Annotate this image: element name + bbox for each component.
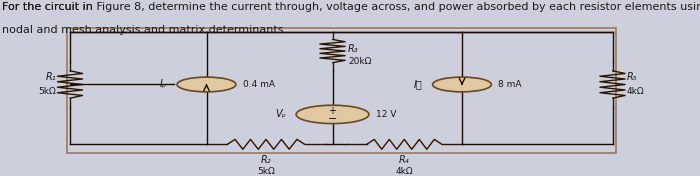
Text: +: +	[328, 106, 337, 116]
Text: Iᵱ: Iᵱ	[413, 80, 422, 89]
Text: 0.4 mA: 0.4 mA	[243, 80, 275, 89]
Text: For the circuit in: For the circuit in	[2, 2, 97, 12]
Circle shape	[433, 77, 491, 92]
Text: 5kΩ: 5kΩ	[257, 167, 275, 176]
Text: Iₚ: Iₚ	[160, 80, 167, 89]
Text: 4kΩ: 4kΩ	[395, 167, 413, 176]
Text: R₁: R₁	[46, 73, 56, 82]
Text: −: −	[328, 114, 337, 124]
Text: For the circuit in ​Figure 8​, determine the current through, voltage across, an: For the circuit in ​Figure 8​, determine…	[2, 2, 700, 12]
Text: 4kΩ: 4kΩ	[626, 87, 644, 96]
Text: R₄: R₄	[399, 155, 409, 165]
Text: 12 V: 12 V	[376, 110, 396, 119]
Text: 20kΩ: 20kΩ	[348, 57, 371, 66]
Text: nodal and mesh analysis and matrix determinants.: nodal and mesh analysis and matrix deter…	[2, 25, 287, 35]
Text: Vₚ: Vₚ	[275, 109, 286, 119]
Text: R₅: R₅	[626, 73, 637, 82]
Text: 5kΩ: 5kΩ	[38, 87, 56, 96]
Text: R₃: R₃	[348, 44, 358, 54]
Text: 8 mA: 8 mA	[498, 80, 522, 89]
Text: R₂: R₂	[260, 155, 272, 165]
Bar	[66, 28, 616, 153]
Circle shape	[296, 105, 369, 124]
Circle shape	[177, 77, 236, 92]
